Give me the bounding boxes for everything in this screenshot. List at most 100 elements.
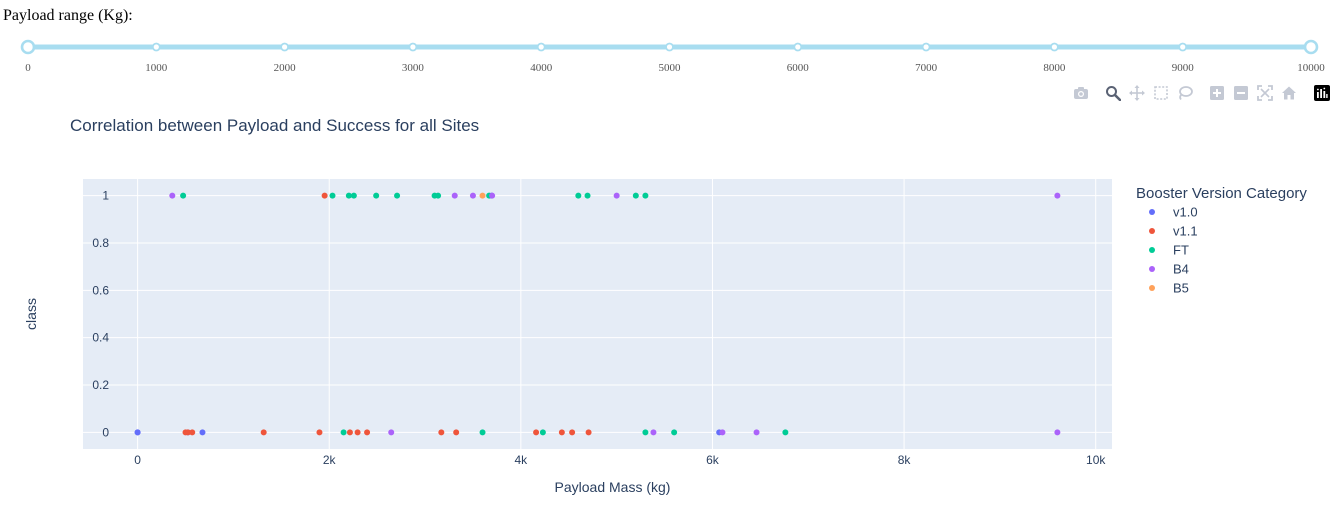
data-point[interactable] [671, 429, 678, 436]
data-point[interactable] [394, 192, 401, 199]
data-point[interactable] [184, 429, 191, 436]
chart-modebar [1070, 82, 1335, 104]
data-point[interactable] [169, 192, 176, 199]
slider-step-dot [1178, 42, 1188, 52]
data-point[interactable] [539, 429, 546, 436]
data-point[interactable] [489, 192, 496, 199]
data-point[interactable] [435, 192, 442, 199]
slider-step-dot [921, 42, 931, 52]
y-tick-label: 0.8 [92, 236, 109, 250]
data-point[interactable] [451, 192, 458, 199]
slider-mark-label: 9000 [1172, 62, 1195, 74]
legend-item-b5[interactable]: B5 [1149, 281, 1189, 296]
data-point[interactable] [346, 429, 353, 436]
data-point[interactable] [569, 429, 576, 436]
data-point[interactable] [321, 192, 328, 199]
data-point[interactable] [453, 429, 460, 436]
data-point[interactable] [584, 192, 591, 199]
legend-title: Booster Version Category [1136, 185, 1307, 202]
slider-handle-min[interactable] [20, 39, 36, 55]
camera-icon[interactable] [1072, 84, 1090, 102]
lasso-icon[interactable] [1176, 84, 1194, 102]
data-point[interactable] [345, 192, 352, 199]
data-point[interactable] [260, 429, 267, 436]
slider-step-dot [793, 42, 803, 52]
data-point[interactable] [438, 429, 445, 436]
data-point[interactable] [753, 429, 760, 436]
slider-mark-label: 1000 [145, 62, 168, 74]
legend-marker [1149, 285, 1155, 291]
legend-item-v1-0[interactable]: v1.0 [1149, 205, 1198, 220]
data-point[interactable] [575, 192, 582, 199]
data-point[interactable] [479, 192, 486, 199]
legend-label: v1.1 [1173, 224, 1198, 239]
zoom-in-icon[interactable] [1208, 84, 1226, 102]
data-point[interactable] [479, 429, 486, 436]
data-point[interactable] [316, 429, 323, 436]
x-tick-label: 6k [706, 453, 720, 467]
data-point[interactable] [533, 429, 540, 436]
data-point[interactable] [558, 429, 565, 436]
box-select-icon[interactable] [1152, 84, 1170, 102]
data-point[interactable] [199, 429, 206, 436]
data-point[interactable] [585, 429, 592, 436]
slider-mark-label: 10000 [1297, 62, 1325, 74]
legend-marker [1149, 266, 1155, 272]
data-point[interactable] [373, 192, 380, 199]
data-point[interactable] [1054, 192, 1061, 199]
y-tick-label: 1 [102, 189, 109, 203]
zoom-icon[interactable] [1104, 84, 1122, 102]
legend-marker [1149, 247, 1155, 253]
legend-item-ft[interactable]: FT [1149, 243, 1189, 258]
slider-step-dot [408, 42, 418, 52]
data-point[interactable] [134, 429, 141, 436]
data-point[interactable] [180, 192, 187, 199]
series-b4 [169, 192, 1061, 436]
data-point[interactable] [364, 429, 371, 436]
payload-range-label: Payload range (Kg): [3, 7, 133, 24]
x-tick-label: 8k [898, 453, 912, 467]
zoom-out-icon[interactable] [1232, 84, 1250, 102]
data-point[interactable] [189, 429, 196, 436]
slider-mark-label: 6000 [787, 62, 810, 74]
x-axis-label: Payload Mass (kg) [555, 479, 671, 495]
legend-item-v1-1[interactable]: v1.1 [1149, 224, 1198, 239]
data-point[interactable] [613, 192, 620, 199]
pan-icon[interactable] [1128, 84, 1146, 102]
reset-axes-icon[interactable] [1280, 84, 1298, 102]
data-point[interactable] [329, 192, 336, 199]
x-tick-label: 4k [515, 453, 529, 467]
series-v1-1 [182, 192, 592, 436]
y-axis-label: class [23, 298, 39, 330]
y-tick-label: 0.6 [92, 283, 109, 297]
payload-range-slider[interactable]: 0 1000 2000 3000 4000 5000 6000 7000 8000 9000 100… [0, 34, 1342, 74]
legend-marker [1149, 228, 1155, 234]
legend-label: v1.0 [1173, 205, 1198, 220]
plotly-logo-icon[interactable] [1313, 84, 1331, 102]
legend-item-b4[interactable]: B4 [1149, 262, 1189, 277]
slider-mark-label: 7000 [915, 62, 938, 74]
legend-marker [1149, 209, 1155, 215]
slider-step-dot [1050, 42, 1059, 52]
data-point[interactable] [650, 429, 657, 436]
data-point[interactable] [469, 192, 476, 199]
data-point[interactable] [340, 429, 347, 436]
data-point[interactable] [632, 192, 639, 199]
data-point[interactable] [354, 429, 361, 436]
data-point[interactable] [642, 192, 649, 199]
payload-success-scatter-chart: Correlation between Payload and Success … [23, 116, 1307, 495]
slider-mark-label: 0 [25, 62, 31, 74]
data-point[interactable] [388, 429, 395, 436]
data-point[interactable] [1054, 429, 1061, 436]
slider-mark-label: 2000 [274, 62, 297, 74]
slider-mark-label: 8000 [1043, 62, 1066, 74]
y-tick-label: 0.4 [92, 331, 109, 345]
data-point[interactable] [782, 429, 789, 436]
slider-handle-max[interactable] [1303, 39, 1319, 55]
y-tick-label: 0.2 [92, 378, 109, 392]
data-point[interactable] [719, 429, 726, 436]
data-point[interactable] [350, 192, 357, 199]
data-point[interactable] [642, 429, 649, 436]
autoscale-icon[interactable] [1256, 84, 1274, 102]
slider-mark-label: 3000 [402, 62, 425, 74]
